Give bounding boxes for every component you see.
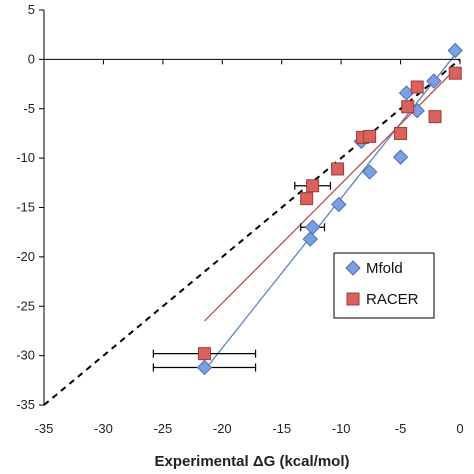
- x-tick-label: -10: [332, 421, 351, 436]
- legend-label-racer: RACER: [366, 291, 419, 308]
- point-racer: [410, 80, 424, 94]
- x-tick-label: -5: [395, 421, 407, 436]
- x-tick-label: -15: [272, 421, 291, 436]
- point-racer: [331, 162, 345, 176]
- y-tick-label: -10: [16, 150, 35, 165]
- point-racer: [428, 110, 442, 124]
- point-racer: [394, 126, 408, 140]
- x-tick-label: -30: [94, 421, 113, 436]
- x-tick-label: -25: [153, 421, 172, 436]
- point-mfold: [447, 42, 463, 59]
- y-tick-label: -5: [23, 101, 35, 116]
- y-tick-label: -20: [16, 249, 35, 264]
- y-tick-label: 5: [28, 2, 35, 17]
- point-racer: [363, 129, 377, 143]
- point-racer: [448, 66, 462, 80]
- axes-layer: 5 0 -5 -10 -15 -20 -25 -30 -35-35 -30 -25 -20 -15 -10…: [16, 2, 463, 436]
- error-bars-layer: [152, 181, 332, 372]
- x-tick-label: -20: [213, 421, 232, 436]
- y-tick-label: 0: [28, 51, 35, 66]
- point-racer: [306, 179, 320, 193]
- point-mfold: [304, 219, 321, 235]
- point-mfold: [331, 196, 347, 213]
- reference-line: [43, 58, 461, 406]
- point-mfold: [302, 231, 318, 247]
- point-racer: [401, 100, 415, 114]
- point-racer: [300, 192, 314, 206]
- y-tick-label: -35: [16, 397, 35, 412]
- fit-line-mfold: [203, 54, 456, 371]
- y-tick-label: -25: [16, 298, 35, 313]
- x-tick-label: -35: [35, 421, 54, 436]
- point-racer: [197, 347, 211, 361]
- legend-marker-mfold: [345, 260, 361, 276]
- legend: Mfold RACER: [333, 252, 435, 319]
- reference-line-layer: [43, 58, 461, 406]
- legend-marker-racer: [346, 292, 360, 306]
- y-tick-label: -15: [16, 200, 35, 215]
- data-points-layer: [196, 42, 463, 376]
- point-mfold: [392, 149, 409, 165]
- x-axis-title: Experimental ΔG (kcal/mol): [154, 453, 349, 470]
- legend-label-mfold: Mfold: [366, 260, 403, 277]
- fit-lines-layer: [203, 54, 456, 371]
- point-mfold: [426, 73, 442, 89]
- point-mfold: [196, 359, 213, 376]
- point-mfold: [361, 164, 378, 180]
- x-tick-label: 0: [456, 421, 463, 436]
- y-tick-label: -30: [16, 348, 35, 363]
